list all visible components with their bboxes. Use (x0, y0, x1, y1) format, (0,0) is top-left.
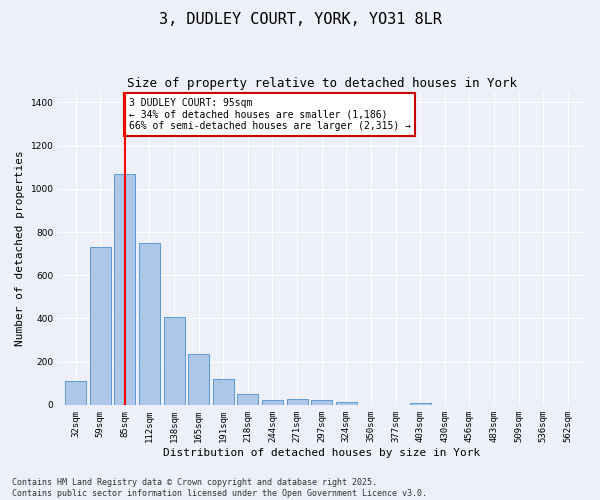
Text: 3, DUDLEY COURT, YORK, YO31 8LR: 3, DUDLEY COURT, YORK, YO31 8LR (158, 12, 442, 28)
Bar (188, 354, 209, 405)
Bar (164, 318, 185, 405)
Bar (262, 400, 283, 405)
Y-axis label: Number of detached properties: Number of detached properties (15, 150, 25, 346)
Bar (311, 400, 332, 405)
Bar (287, 399, 308, 405)
Bar (139, 243, 160, 405)
Bar (410, 402, 431, 405)
Text: 3 DUDLEY COURT: 95sqm
← 34% of detached houses are smaller (1,186)
66% of semi-d: 3 DUDLEY COURT: 95sqm ← 34% of detached … (128, 98, 410, 132)
Text: Contains HM Land Registry data © Crown copyright and database right 2025.
Contai: Contains HM Land Registry data © Crown c… (12, 478, 427, 498)
Bar (213, 379, 234, 405)
Title: Size of property relative to detached houses in York: Size of property relative to detached ho… (127, 78, 517, 90)
Bar (238, 394, 259, 405)
Bar (90, 247, 111, 405)
Bar (336, 402, 357, 405)
Bar (115, 174, 136, 405)
X-axis label: Distribution of detached houses by size in York: Distribution of detached houses by size … (163, 448, 481, 458)
Bar (65, 381, 86, 405)
